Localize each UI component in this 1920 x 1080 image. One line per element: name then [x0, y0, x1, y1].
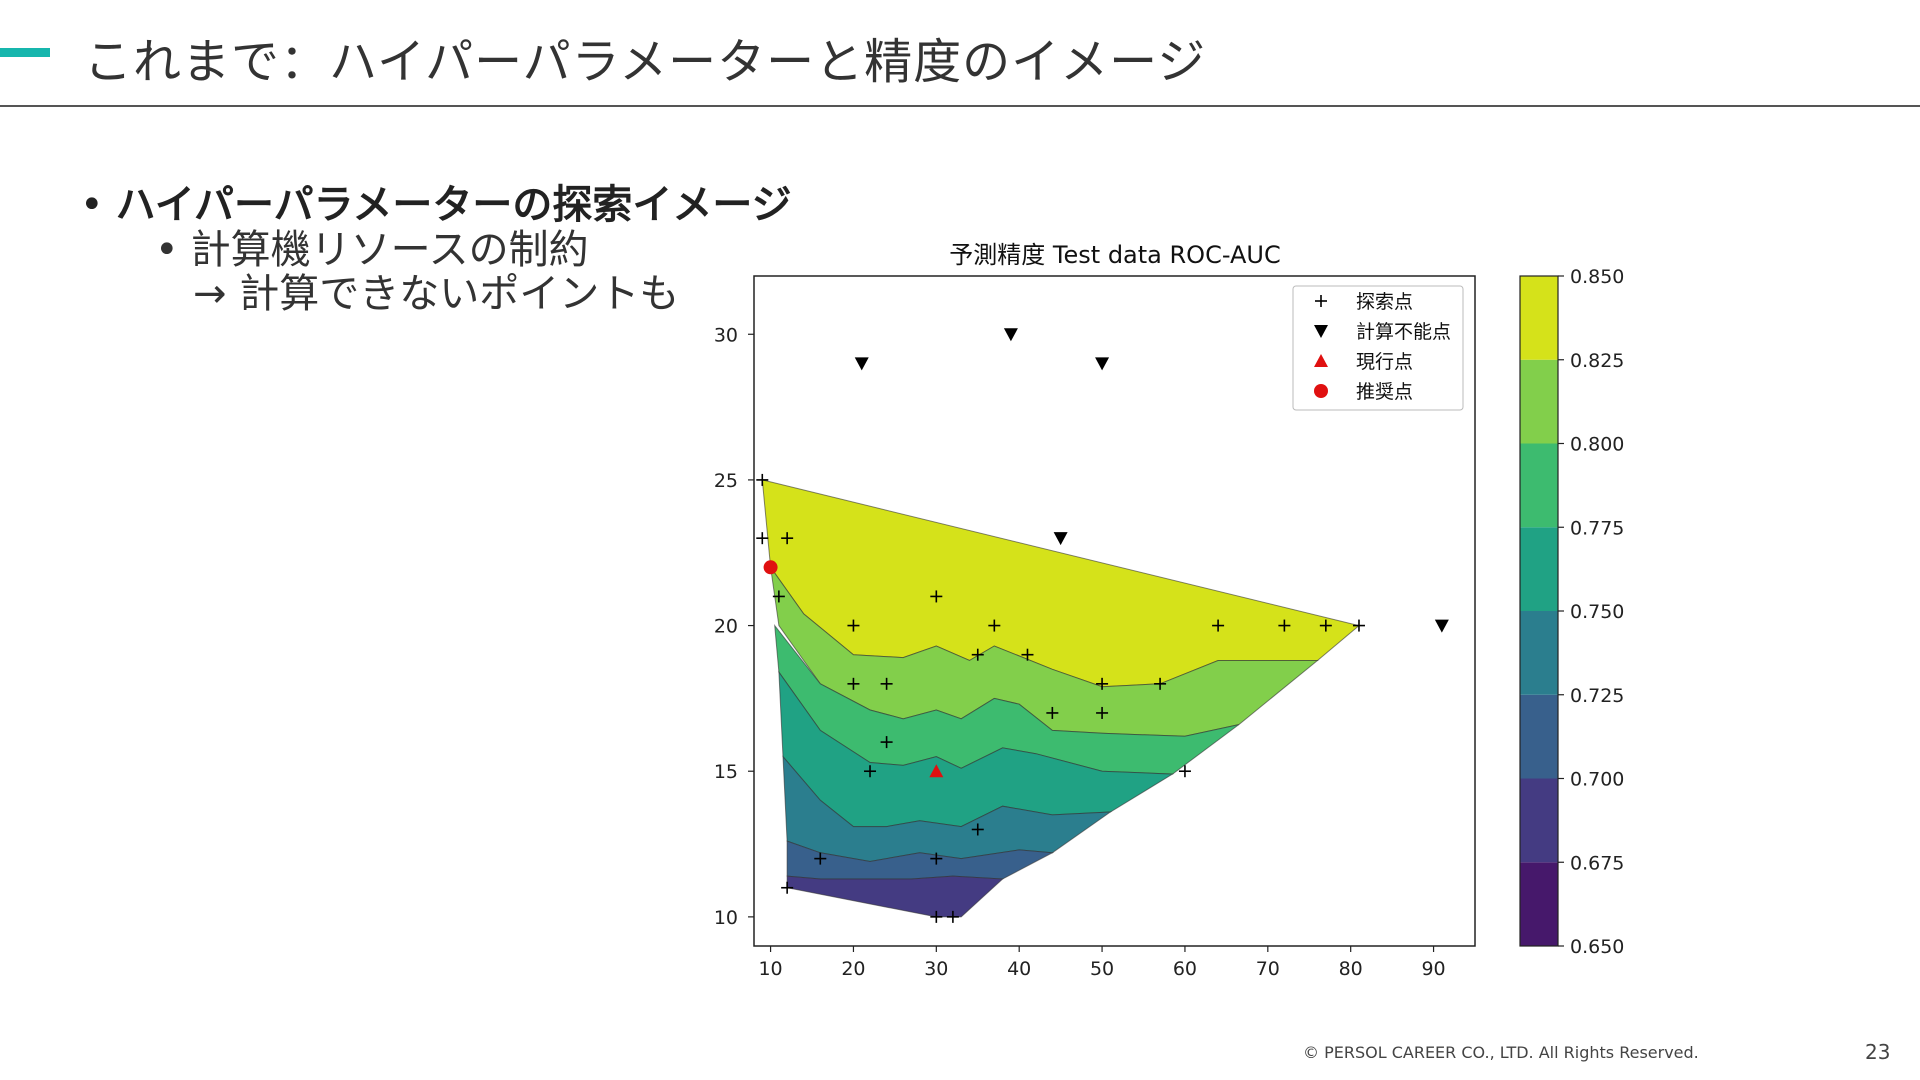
explored-point [781, 881, 794, 894]
contour-band-6 [786, 875, 1004, 918]
colorbar-label: 0.825 [1570, 350, 1624, 372]
explored-point [946, 910, 959, 923]
explored-point [988, 619, 1001, 632]
explored-point [930, 910, 943, 923]
colorbar-segment [1520, 443, 1558, 528]
explored-point [847, 619, 860, 632]
colorbar-segment [1520, 527, 1558, 611]
legend-label: 計算不能点 [1356, 321, 1451, 343]
explored-point [864, 765, 877, 778]
title-divider [0, 105, 1920, 107]
colorbar-segment [1520, 694, 1558, 779]
explored-point [1212, 619, 1225, 632]
colorbar-segment [1520, 611, 1558, 695]
footer-copyright: © PERSOL CAREER CO., LTD. All Rights Res… [1303, 1043, 1699, 1062]
y-tick-label: 15 [714, 761, 738, 783]
bullet-sub-line1: 計算機リソースの制約 [190, 227, 589, 273]
legend-label: 推奨点 [1356, 381, 1413, 403]
explored-point [1178, 765, 1191, 778]
legend-marker-plus [1315, 295, 1327, 307]
y-tick-label: 25 [714, 470, 738, 492]
infeasible-point [1003, 328, 1018, 342]
explored-point [1319, 619, 1332, 632]
plot-frame [753, 275, 1476, 947]
y-tick-label: 20 [714, 616, 738, 638]
legend-box [1292, 285, 1464, 411]
legend-marker-circle [1314, 384, 1328, 398]
colorbar-label: 0.725 [1570, 685, 1624, 707]
colorbar-label: 0.850 [1570, 266, 1624, 288]
explored-point [1096, 706, 1109, 719]
colorbar-label: 0.650 [1570, 936, 1624, 958]
x-tick-label: 50 [1090, 958, 1114, 980]
explored-point [1352, 619, 1365, 632]
x-tick-label: 70 [1256, 958, 1280, 980]
colorbar-segment [1520, 359, 1558, 444]
y-tick-label: 10 [714, 907, 738, 929]
bullet-sub: • 計算機リソースの制約 → 計算できないポイントも [155, 228, 679, 316]
infeasible-point [1434, 619, 1449, 633]
infeasible-point [854, 357, 869, 371]
colorbar-label: 0.700 [1570, 769, 1624, 791]
colorbar-segment [1520, 778, 1558, 863]
explored-point [880, 736, 893, 749]
current-point [929, 764, 944, 778]
x-tick-label: 30 [924, 958, 948, 980]
chart-title: 予測精度 Test data ROC-AUC [949, 241, 1280, 269]
y-tick-label: 30 [714, 324, 738, 346]
explored-point [1154, 677, 1167, 690]
colorbar: 0.650 0.675 0.700 0.725 0.750 0.775 0.800 0.825… [1519, 266, 1624, 958]
colorbar-segment [1520, 862, 1558, 946]
explored-point [1046, 706, 1059, 719]
x-tick-label: 40 [1007, 958, 1031, 980]
colorbar-segment [1520, 276, 1558, 360]
explored-point [781, 532, 794, 545]
explored-point [930, 590, 943, 603]
x-tick-label: 20 [841, 958, 865, 980]
explored-point [814, 852, 827, 865]
colorbar-label: 0.750 [1570, 601, 1624, 623]
bullet-sub-line2: → 計算できないポイントも [193, 271, 680, 317]
explored-point [847, 677, 860, 690]
explored-point [880, 677, 893, 690]
page-number: 23 [1865, 1040, 1891, 1064]
x-tick-label: 60 [1173, 958, 1197, 980]
explored-point [971, 648, 984, 661]
explored-point [756, 473, 769, 486]
bullet-main: • ハイパーパラメーターの探索イメージ [80, 172, 792, 230]
legend-label: 現行点 [1356, 351, 1413, 373]
explored-point [930, 852, 943, 865]
explored-point [772, 590, 785, 603]
explored-point [1096, 677, 1109, 690]
legend-marker-triangle-up [1314, 354, 1328, 367]
bullet-marker: • [80, 182, 104, 228]
explored-point [1021, 648, 1034, 661]
colorbar-label: 0.675 [1570, 852, 1624, 874]
legend-marker-triangle-down [1314, 325, 1328, 338]
bullet-sub-marker: • [155, 227, 179, 273]
x-tick-label: 90 [1421, 958, 1445, 980]
x-tick-label: 10 [758, 958, 782, 980]
legend-label: 探索点 [1356, 291, 1413, 313]
explored-point [971, 823, 984, 836]
slide-title: これまで：ハイパーパラメーターと精度のイメージ [84, 34, 1207, 90]
recommended-point [763, 560, 778, 575]
infeasible-point [1053, 532, 1068, 546]
title-accent-bar [0, 48, 50, 57]
explored-point [756, 532, 769, 545]
colorbar-label: 0.775 [1570, 517, 1624, 539]
x-tick-label: 80 [1339, 958, 1363, 980]
colorbar-label: 0.800 [1570, 434, 1624, 456]
infeasible-point [1095, 357, 1110, 371]
explored-point [1278, 619, 1291, 632]
bullet-main-text: ハイパーパラメーターの探索イメージ [115, 182, 792, 228]
